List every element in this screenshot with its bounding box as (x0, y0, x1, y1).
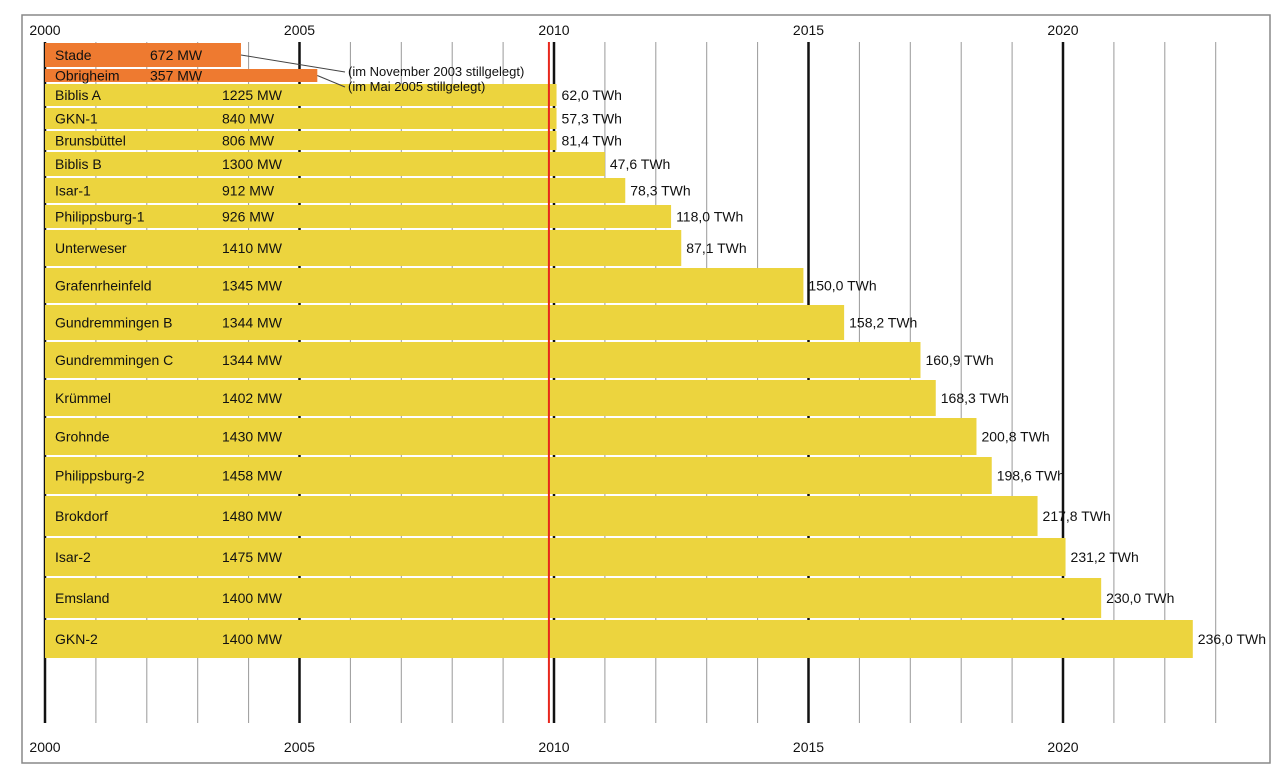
bar-power-label: 1480 MW (222, 508, 283, 524)
bar-energy-label: 158,2 TWh (849, 315, 917, 331)
bar-isar-1 (45, 178, 626, 203)
bar-energy-label: 87,1 TWh (686, 240, 746, 256)
bar-name-label: GKN-1 (55, 111, 98, 127)
bar-emsland (45, 578, 1102, 618)
bar-obrigheim (45, 69, 318, 82)
note-leader-line (317, 75, 346, 88)
bar-power-label: 840 MW (222, 111, 275, 127)
bar-power-label: 1402 MW (222, 390, 283, 406)
bar-power-label: 912 MW (222, 183, 275, 199)
bar-power-label: 806 MW (222, 133, 275, 149)
bar-name-label: Gundremmingen C (55, 352, 173, 368)
bar-gundremmingen-b (45, 305, 845, 340)
bar-energy-label: 217,8 TWh (1043, 508, 1111, 524)
bar-power-label: 1430 MW (222, 429, 283, 445)
bar-brunsb-ttel (45, 131, 557, 150)
bar-philippsburg-1 (45, 205, 672, 228)
bar-isar-2 (45, 538, 1066, 576)
bar-name-label: Philippsburg-1 (55, 209, 145, 225)
axis-ticks: 2000 2000 2005 2005 2010 2010 2015 2015 2020 2020 (29, 22, 1078, 755)
x-tick-label-bottom: 2000 (29, 739, 60, 755)
bar-note-label: (im November 2003 stillgelegt) (348, 64, 524, 79)
bar-name-label: Obrigheim (55, 68, 120, 84)
bar-name-label: Brunsbüttel (55, 133, 126, 149)
bar-energy-label: 230,0 TWh (1106, 590, 1174, 606)
bar-power-label: 1400 MW (222, 590, 283, 606)
bar-energy-label: 78,3 TWh (630, 183, 690, 199)
x-tick-label-bottom: 2005 (284, 739, 315, 755)
bar-energy-label: 150,0 TWh (808, 278, 876, 294)
bar-biblis-b (45, 152, 605, 176)
bar-grafenrheinfeld (45, 268, 804, 303)
bar-name-label: Brokdorf (55, 508, 108, 524)
bar-power-label: 1345 MW (222, 278, 283, 294)
x-tick-label-top: 2005 (284, 22, 315, 38)
x-tick-label-bottom: 2015 (793, 739, 824, 755)
x-tick-label-bottom: 2020 (1047, 739, 1078, 755)
x-tick-label-top: 2010 (538, 22, 569, 38)
bar-gkn-2 (45, 620, 1193, 658)
bar-power-label: 1225 MW (222, 87, 283, 103)
x-tick-label-bottom: 2010 (538, 739, 569, 755)
bar-power-label: 1410 MW (222, 240, 283, 256)
bar-energy-label: 118,0 TWh (676, 209, 743, 225)
bar-unterweser (45, 230, 682, 266)
bar-energy-label: 200,8 TWh (981, 429, 1049, 445)
bar-name-label: Biblis B (55, 156, 102, 172)
bar-name-label: Gundremmingen B (55, 315, 173, 331)
x-tick-label-top: 2000 (29, 22, 60, 38)
bar-name-label: Krümmel (55, 390, 111, 406)
bar-stade (45, 43, 241, 67)
bar-power-label: 1400 MW (222, 631, 283, 647)
x-tick-label-top: 2020 (1047, 22, 1078, 38)
note-leader-line (240, 54, 346, 73)
bar-power-label: 1458 MW (222, 468, 283, 484)
bar-power-label: 1344 MW (222, 352, 283, 368)
bar-energy-label: 236,0 TWh (1198, 631, 1266, 647)
bar-energy-label: 81,4 TWh (562, 133, 622, 149)
bar-power-label: 926 MW (222, 209, 275, 225)
bar-power-label: 1475 MW (222, 549, 283, 565)
bar-grohnde (45, 418, 977, 455)
bar-power-label: 672 MW (150, 47, 203, 63)
bar-kr-mmel (45, 380, 936, 416)
bar-name-label: Grafenrheinfeld (55, 278, 152, 294)
bar-name-label: Isar-1 (55, 183, 91, 199)
x-tick-label-top: 2015 (793, 22, 824, 38)
bar-name-label: GKN-2 (55, 631, 98, 647)
bar-name-label: Philippsburg-2 (55, 468, 145, 484)
bar-brokdorf (45, 496, 1038, 536)
bar-power-label: 1344 MW (222, 315, 283, 331)
bar-name-label: Biblis A (55, 87, 102, 103)
bar-name-label: Isar-2 (55, 549, 91, 565)
bar-energy-label: 57,3 TWh (562, 111, 622, 127)
annotation-leaders (240, 54, 346, 88)
bar-gundremmingen-c (45, 342, 921, 378)
bar-name-label: Grohnde (55, 429, 110, 445)
bar-power-label: 1300 MW (222, 156, 283, 172)
bar-energy-label: 160,9 TWh (925, 352, 993, 368)
bar-energy-label: 47,6 TWh (610, 156, 670, 172)
bar-name-label: Unterweser (55, 240, 127, 256)
bar-energy-label: 198,6 TWh (997, 468, 1065, 484)
bar-note-label: (im Mai 2005 stillgelegt) (348, 79, 485, 94)
bar-biblis-a (45, 84, 557, 106)
bar-energy-label: 168,3 TWh (941, 390, 1009, 406)
bar-power-label: 357 MW (150, 68, 203, 84)
bar-name-label: Stade (55, 47, 92, 63)
bar-name-label: Emsland (55, 590, 109, 606)
bar-philippsburg-2 (45, 457, 992, 494)
bar-energy-label: 231,2 TWh (1071, 549, 1139, 565)
bar-gkn-1 (45, 108, 557, 129)
bars (45, 43, 1193, 658)
bar-labels: Stade 672 MW (im November 2003 stillgelegt… (55, 47, 1266, 647)
bar-energy-label: 62,0 TWh (562, 87, 622, 103)
